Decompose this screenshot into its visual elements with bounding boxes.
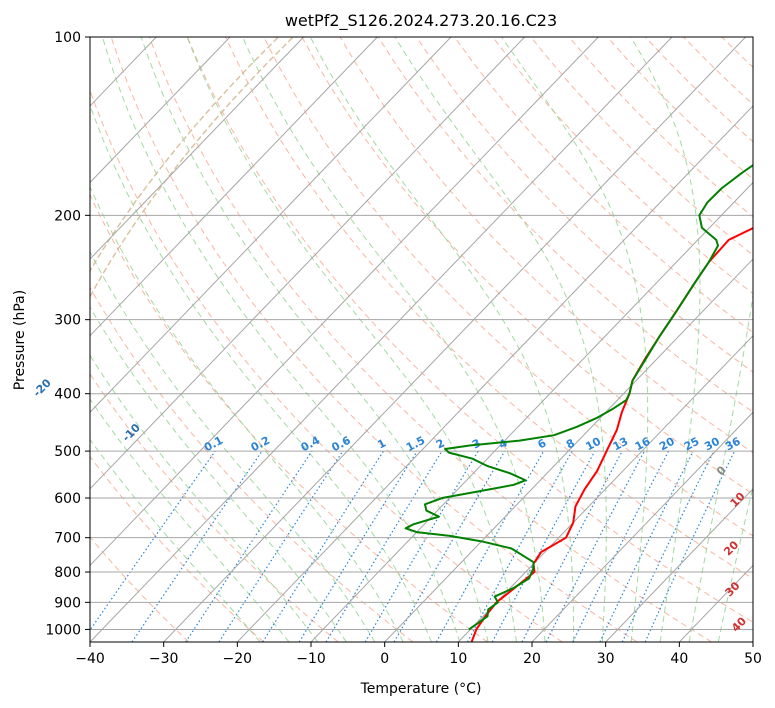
mixing-ratio-line — [131, 450, 263, 642]
moist-adiabat — [102, 37, 461, 642]
x-tick-label: −10 — [296, 651, 326, 667]
dry-adiabat — [90, 373, 339, 642]
mixing-ratio-label: 36 — [723, 435, 743, 454]
y-axis-title: Pressure (hPa) — [12, 290, 28, 390]
y-axis: 100 200 300 400 500 600 700 800 900 1000 — [45, 30, 90, 638]
mixing-ratio-label: 20 — [657, 435, 677, 454]
dry-adiabat — [415, 37, 753, 373]
isotherm — [310, 181, 753, 642]
y-tick-label: 1000 — [45, 622, 81, 638]
moist-adiabat — [630, 37, 701, 642]
mixing-ratio-label: 16 — [633, 435, 653, 454]
moist-adiabat — [688, 291, 753, 642]
y-tick-label: 800 — [54, 565, 81, 581]
x-tick-label: −20 — [223, 651, 253, 667]
series-lines — [404, 163, 753, 642]
moist-adiabat — [90, 354, 319, 642]
dry-adiabat — [492, 37, 753, 295]
x-tick-label: −40 — [75, 651, 105, 667]
dry-adiabat — [90, 193, 488, 642]
mixing-ratio-line — [572, 450, 670, 642]
y-tick-label: 100 — [54, 30, 81, 46]
x-tick-label: 20 — [523, 651, 541, 667]
y-tick-label: 900 — [54, 595, 81, 611]
mixing-ratio-line — [185, 450, 313, 642]
x-tick-label: −30 — [149, 651, 179, 667]
y-tick-label: 700 — [54, 531, 81, 547]
moist-adiabat — [309, 37, 575, 642]
plot-frame — [89, 36, 754, 643]
isotherm — [90, 37, 525, 490]
x-tick-label: 40 — [670, 651, 688, 667]
isotherm — [605, 488, 753, 642]
dry-adiabat — [90, 455, 264, 642]
dry-adiabat — [454, 37, 753, 334]
dry-adiabat — [110, 37, 638, 642]
x-axis-title: Temperature (°C) — [360, 681, 482, 697]
dry-adiabat — [90, 88, 563, 642]
isotherm — [90, 37, 599, 567]
y-tick-label: 500 — [54, 444, 81, 460]
moist-adiabat — [717, 484, 753, 642]
moist-adiabat — [186, 37, 517, 642]
chart-title: wetPf2_S126.2024.273.20.16.C23 — [285, 11, 557, 31]
y-tick-label: 600 — [54, 491, 81, 507]
moist-adiabat — [394, 37, 607, 642]
y-tick-label: 200 — [54, 208, 81, 224]
moist-adiabat — [90, 103, 432, 642]
mixing-ratio-line — [218, 450, 344, 642]
mixing-ratio-line — [298, 450, 418, 642]
isotherm — [90, 37, 304, 260]
moist-adiabat — [90, 250, 376, 642]
moist-adiabat — [90, 398, 290, 642]
isotherm — [163, 37, 746, 642]
x-tick-label: 10 — [449, 651, 467, 667]
moist-adiabat — [242, 37, 546, 642]
y-tick-label: 300 — [54, 313, 81, 329]
x-axis: −40 −30 −20 −10 0 10 20 30 40 50 — [75, 642, 762, 667]
mixing-ratio-label: 10 — [583, 435, 603, 454]
x-tick-label: 50 — [744, 651, 762, 667]
mixing-ratio-line — [435, 450, 545, 642]
grid-lines — [90, 37, 753, 642]
isotherm — [90, 37, 673, 642]
mixing-ratio-line — [262, 450, 384, 642]
isotherm — [90, 37, 231, 184]
mixing-ratio-label: 30 — [702, 435, 722, 454]
isotherm — [90, 37, 378, 337]
isotherm — [457, 334, 753, 642]
dry-adiabat — [187, 37, 753, 623]
moist-adiabat — [90, 306, 347, 642]
isotherm — [236, 105, 753, 642]
moist-adiabat — [140, 37, 489, 642]
moist-adiabat — [90, 438, 261, 642]
moist-adiabat — [501, 37, 649, 642]
x-tick-label: 0 — [380, 651, 389, 667]
mixing-ratio-label: 13 — [611, 435, 631, 454]
mixing-ratio-line — [325, 450, 443, 642]
mixing-ratio-label: 25 — [682, 435, 702, 454]
dry-adiabat — [148, 37, 712, 642]
dewpoint-line — [404, 163, 753, 631]
isotherm — [531, 411, 753, 642]
y-tick-label: 400 — [54, 387, 81, 403]
mixing-ratio-line — [466, 450, 573, 642]
isotherm — [90, 37, 452, 413]
x-tick-label: 30 — [597, 651, 615, 667]
mixing-ratio-line — [90, 450, 216, 632]
